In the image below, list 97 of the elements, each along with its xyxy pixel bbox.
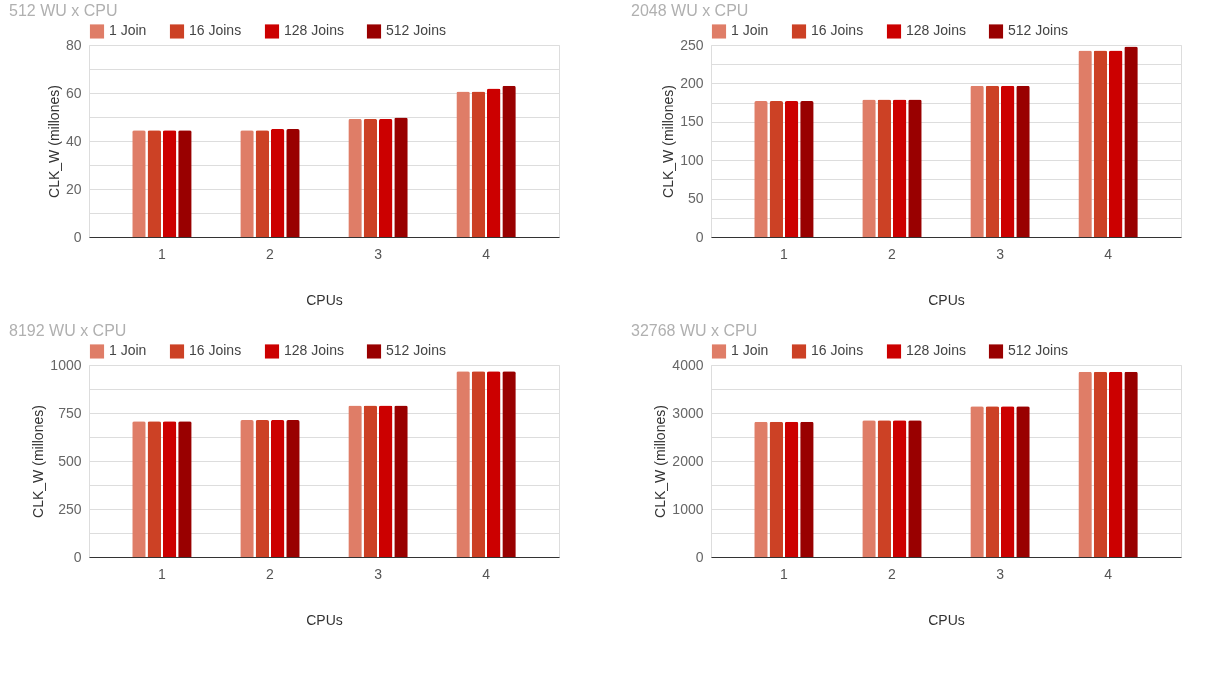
x-tick-label: 4 (1104, 245, 1113, 262)
bar (769, 101, 784, 237)
y-tick-label: 3000 (672, 404, 704, 421)
legend-label: 1 Join (109, 22, 147, 39)
y-axis-title: CLK_W (millones) (30, 405, 47, 518)
bar (769, 421, 784, 557)
bar (378, 405, 393, 557)
y-axis-title: CLK_W (millones) (652, 405, 669, 518)
legend-label: 16 Joins (811, 342, 864, 359)
y-tick-label: 100 (680, 151, 704, 168)
bar (892, 99, 907, 237)
x-tick-label: 2 (888, 245, 897, 262)
legend-label: 128 Joins (906, 342, 966, 359)
x-tick-label: 2 (888, 565, 897, 582)
y-tick-label: 80 (65, 36, 82, 53)
legend-label: 512 Joins (1008, 342, 1068, 359)
legend-label: 512 Joins (1008, 22, 1068, 39)
legend-label: 512 Joins (386, 22, 446, 39)
bar (270, 420, 285, 557)
x-tick-label: 1 (780, 245, 789, 262)
y-tick-label: 60 (65, 84, 82, 101)
x-tick-label: 2 (266, 245, 275, 262)
x-tick-label: 4 (1104, 565, 1113, 582)
legend-label: 16 Joins (189, 22, 242, 39)
y-tick-label: 0 (695, 548, 704, 565)
bar (1000, 406, 1015, 557)
legend-label: 128 Joins (284, 342, 344, 359)
bar (985, 85, 1000, 237)
bar (1093, 50, 1108, 237)
y-tick-label: 250 (680, 36, 704, 53)
bar (892, 420, 907, 557)
y-tick-label: 2000 (672, 452, 704, 469)
x-tick-label: 1 (158, 245, 167, 262)
legend-label: 16 Joins (189, 342, 242, 359)
x-tick-label: 2 (266, 565, 275, 582)
bar (162, 130, 177, 237)
chart-title: 2048 WU x CPU (631, 2, 749, 19)
bar (1108, 50, 1123, 237)
x-tick-label: 3 (374, 565, 383, 582)
bar (162, 421, 177, 557)
legend-label: 1 Join (731, 22, 769, 39)
y-axis-title: CLK_W (millones) (660, 85, 677, 198)
x-tick-label: 1 (780, 565, 789, 582)
x-tick-label: 3 (996, 245, 1005, 262)
bar (784, 421, 799, 557)
x-axis-title: CPUs (928, 611, 965, 628)
bar (1093, 371, 1108, 557)
bar (255, 420, 270, 557)
y-tick-label: 50 (687, 190, 704, 207)
x-tick-label: 4 (482, 245, 491, 262)
x-tick-label: 3 (996, 565, 1005, 582)
legend-label: 1 Join (109, 342, 147, 359)
y-tick-label: 1000 (50, 356, 82, 373)
bar (877, 99, 892, 237)
x-axis-title: CPUs (306, 611, 343, 628)
x-axis-title: CPUs (928, 291, 965, 308)
y-tick-label: 4000 (672, 356, 704, 373)
legend-label: 512 Joins (386, 342, 446, 359)
y-tick-label: 0 (695, 228, 704, 245)
bar (378, 118, 393, 237)
y-axis-title: CLK_W (millones) (45, 85, 62, 198)
bar (270, 129, 285, 237)
bar (1000, 85, 1015, 237)
legend-label: 16 Joins (811, 22, 864, 39)
bar (255, 130, 270, 237)
bar (471, 91, 486, 237)
bar (363, 118, 378, 237)
y-tick-label: 750 (58, 404, 82, 421)
bar (363, 405, 378, 557)
y-tick-label: 200 (680, 74, 704, 91)
bar (147, 421, 162, 557)
y-tick-label: 1000 (672, 500, 704, 517)
x-tick-label: 1 (158, 565, 167, 582)
bar (486, 88, 501, 237)
x-tick-label: 4 (482, 565, 491, 582)
legend-label: 128 Joins (284, 22, 344, 39)
chart-title: 512 WU x CPU (9, 2, 118, 19)
y-tick-label: 0 (73, 548, 82, 565)
bar (877, 420, 892, 557)
bar (471, 371, 486, 557)
bar (486, 371, 501, 557)
chart-title: 32768 WU x CPU (631, 322, 758, 339)
bar (1108, 371, 1123, 557)
chart-title: 8192 WU x CPU (9, 322, 127, 339)
legend-label: 128 Joins (906, 22, 966, 39)
bar (147, 130, 162, 237)
y-tick-label: 0 (73, 228, 82, 245)
y-tick-label: 40 (65, 132, 82, 149)
y-tick-label: 20 (65, 180, 82, 197)
bar (985, 406, 1000, 557)
bar (784, 101, 799, 237)
y-tick-label: 150 (680, 113, 704, 130)
legend-label: 1 Join (731, 342, 769, 359)
x-axis-title: CPUs (306, 291, 343, 308)
y-tick-label: 500 (58, 452, 82, 469)
x-tick-label: 3 (374, 245, 383, 262)
y-tick-label: 250 (58, 500, 82, 517)
